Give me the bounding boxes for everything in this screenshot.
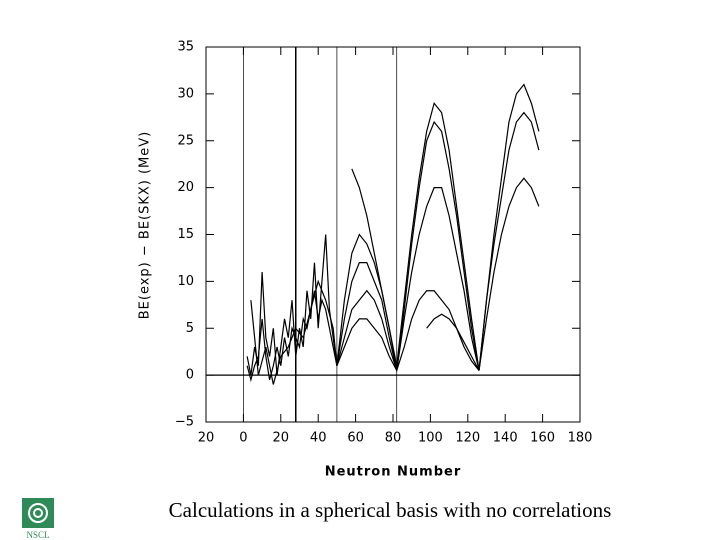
plot-frame [205, 46, 581, 423]
x-tick-label: 60 [347, 431, 364, 446]
series-line [336, 318, 398, 371]
x-tick-label: 80 [385, 431, 402, 446]
logo-swirl [28, 503, 48, 523]
logo: NSCL [22, 498, 54, 540]
series-line [336, 177, 540, 371]
x-tick-label: 0 [239, 431, 247, 446]
chart: Neutron Number BE(exp) − BE(SKX) (MeV) −… [138, 40, 593, 480]
x-tick-label: 160 [530, 431, 555, 446]
y-tick-label: 30 [177, 86, 194, 101]
y-tick-label: 35 [177, 40, 194, 55]
series-line [336, 289, 480, 373]
series-line [246, 234, 338, 376]
y-tick-label: 20 [177, 180, 194, 195]
series-line [336, 111, 540, 371]
x-tick-label: 20 [198, 431, 215, 446]
x-tick-label: 20 [273, 431, 290, 446]
logo-swirl [33, 508, 43, 518]
x-tick-label: 140 [493, 431, 518, 446]
caption: Calculations in a spherical basis with n… [168, 498, 612, 522]
series-line [250, 279, 338, 385]
y-tick-label: 25 [177, 133, 194, 148]
y-tick-label: 15 [177, 227, 194, 242]
x-tick-label: 100 [418, 431, 443, 446]
x-axis-title: Neutron Number [325, 465, 462, 480]
y-tick-label: 10 [177, 274, 194, 289]
x-tick-label: 180 [568, 431, 593, 446]
x-tick-label: 120 [455, 431, 480, 446]
logo-badge [22, 498, 54, 528]
logo-text: NSCL [26, 530, 49, 540]
series-line [426, 313, 480, 371]
y-axis-title: BE(exp) − BE(SKX) (MeV) [138, 131, 153, 320]
x-tick-label: 40 [310, 431, 327, 446]
series-line [351, 83, 540, 371]
y-tick-label: −5 [175, 415, 194, 430]
y-tick-label: 0 [186, 368, 194, 383]
series-line [246, 290, 338, 383]
y-tick-label: 5 [186, 321, 194, 336]
